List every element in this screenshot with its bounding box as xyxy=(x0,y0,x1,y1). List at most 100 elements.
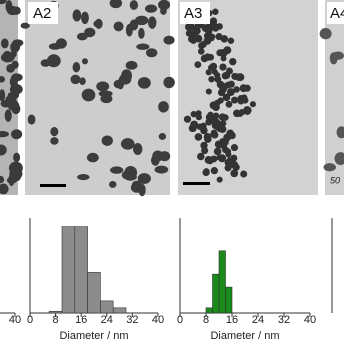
particle xyxy=(207,111,214,118)
particle xyxy=(200,141,208,150)
label-box xyxy=(180,2,210,24)
particle xyxy=(81,11,89,25)
particle xyxy=(233,109,241,118)
x-tick-label: 40 xyxy=(9,314,21,326)
x-tick-label: 40 xyxy=(152,314,164,326)
particle xyxy=(224,164,232,172)
particle xyxy=(137,77,151,89)
particle xyxy=(13,152,21,163)
scale-text: 50 xyxy=(330,175,340,185)
particle xyxy=(218,113,227,121)
particle xyxy=(20,22,30,29)
particle xyxy=(197,152,205,161)
particle xyxy=(231,96,239,104)
particle xyxy=(214,99,221,107)
particle xyxy=(11,129,23,140)
bar xyxy=(225,286,233,314)
bar xyxy=(218,250,226,314)
particle xyxy=(216,49,224,57)
particle xyxy=(223,46,232,55)
particle xyxy=(212,8,219,16)
particle xyxy=(190,110,197,118)
particle xyxy=(211,68,218,75)
x-axis-label: Diameter / nm xyxy=(59,330,128,342)
particle xyxy=(113,21,124,32)
particle xyxy=(0,175,5,184)
x-tick-label: 8 xyxy=(203,314,209,326)
particle xyxy=(210,130,218,138)
particle xyxy=(209,17,218,25)
particle xyxy=(319,28,332,40)
particle xyxy=(134,15,149,26)
particle xyxy=(225,100,233,108)
particle xyxy=(213,147,222,156)
particle xyxy=(195,110,202,117)
particle xyxy=(154,165,169,174)
particle xyxy=(189,36,197,44)
particle xyxy=(220,55,227,62)
particle xyxy=(158,133,167,140)
particle xyxy=(121,139,133,147)
particle xyxy=(98,90,113,97)
particle xyxy=(185,29,194,38)
particle xyxy=(81,58,88,65)
particle xyxy=(147,16,157,29)
particle xyxy=(125,60,138,70)
particle xyxy=(27,114,36,125)
x-tick-label: 24 xyxy=(101,314,113,326)
particle xyxy=(144,4,158,13)
particle xyxy=(217,88,226,97)
particle xyxy=(160,7,167,15)
particle xyxy=(203,132,212,141)
particle xyxy=(200,126,208,135)
particle xyxy=(211,117,219,125)
particle xyxy=(5,0,13,13)
particle xyxy=(240,170,248,178)
particle xyxy=(137,173,151,184)
particle xyxy=(11,39,21,52)
particle xyxy=(0,144,7,156)
particle xyxy=(194,133,203,141)
particle xyxy=(223,133,231,142)
panel-label: A4 xyxy=(330,5,344,22)
particle xyxy=(210,167,219,175)
particle xyxy=(204,156,213,164)
particle xyxy=(238,109,246,116)
particle xyxy=(334,152,344,165)
particle xyxy=(55,38,67,49)
particle xyxy=(233,86,240,93)
tem-image xyxy=(25,0,170,195)
bar xyxy=(212,273,220,314)
x-tick-label: 24 xyxy=(252,314,264,326)
particle xyxy=(50,137,59,145)
particle xyxy=(237,97,245,105)
particle xyxy=(132,142,143,155)
particle xyxy=(0,38,9,49)
particle xyxy=(79,77,86,86)
particle xyxy=(205,69,212,76)
panel-label: A3 xyxy=(184,5,202,22)
particle xyxy=(224,81,232,89)
particle xyxy=(101,135,113,146)
particle xyxy=(11,6,21,15)
particle xyxy=(86,152,99,163)
particle xyxy=(208,64,215,71)
particle xyxy=(121,69,133,83)
tem-image xyxy=(178,0,318,195)
particle xyxy=(215,33,223,41)
particle xyxy=(158,101,169,113)
particle xyxy=(205,88,212,95)
particle xyxy=(203,53,212,61)
x-tick-label: 40 xyxy=(304,314,316,326)
particle xyxy=(40,59,51,67)
particle xyxy=(72,61,81,73)
x-axis-label: Diameter / nm xyxy=(210,330,279,342)
particle xyxy=(203,37,212,45)
particle xyxy=(197,48,205,55)
particle xyxy=(0,89,6,102)
particle xyxy=(239,84,248,93)
particle xyxy=(145,48,158,58)
particle xyxy=(332,51,344,60)
particle xyxy=(218,125,227,134)
particle xyxy=(184,23,193,31)
